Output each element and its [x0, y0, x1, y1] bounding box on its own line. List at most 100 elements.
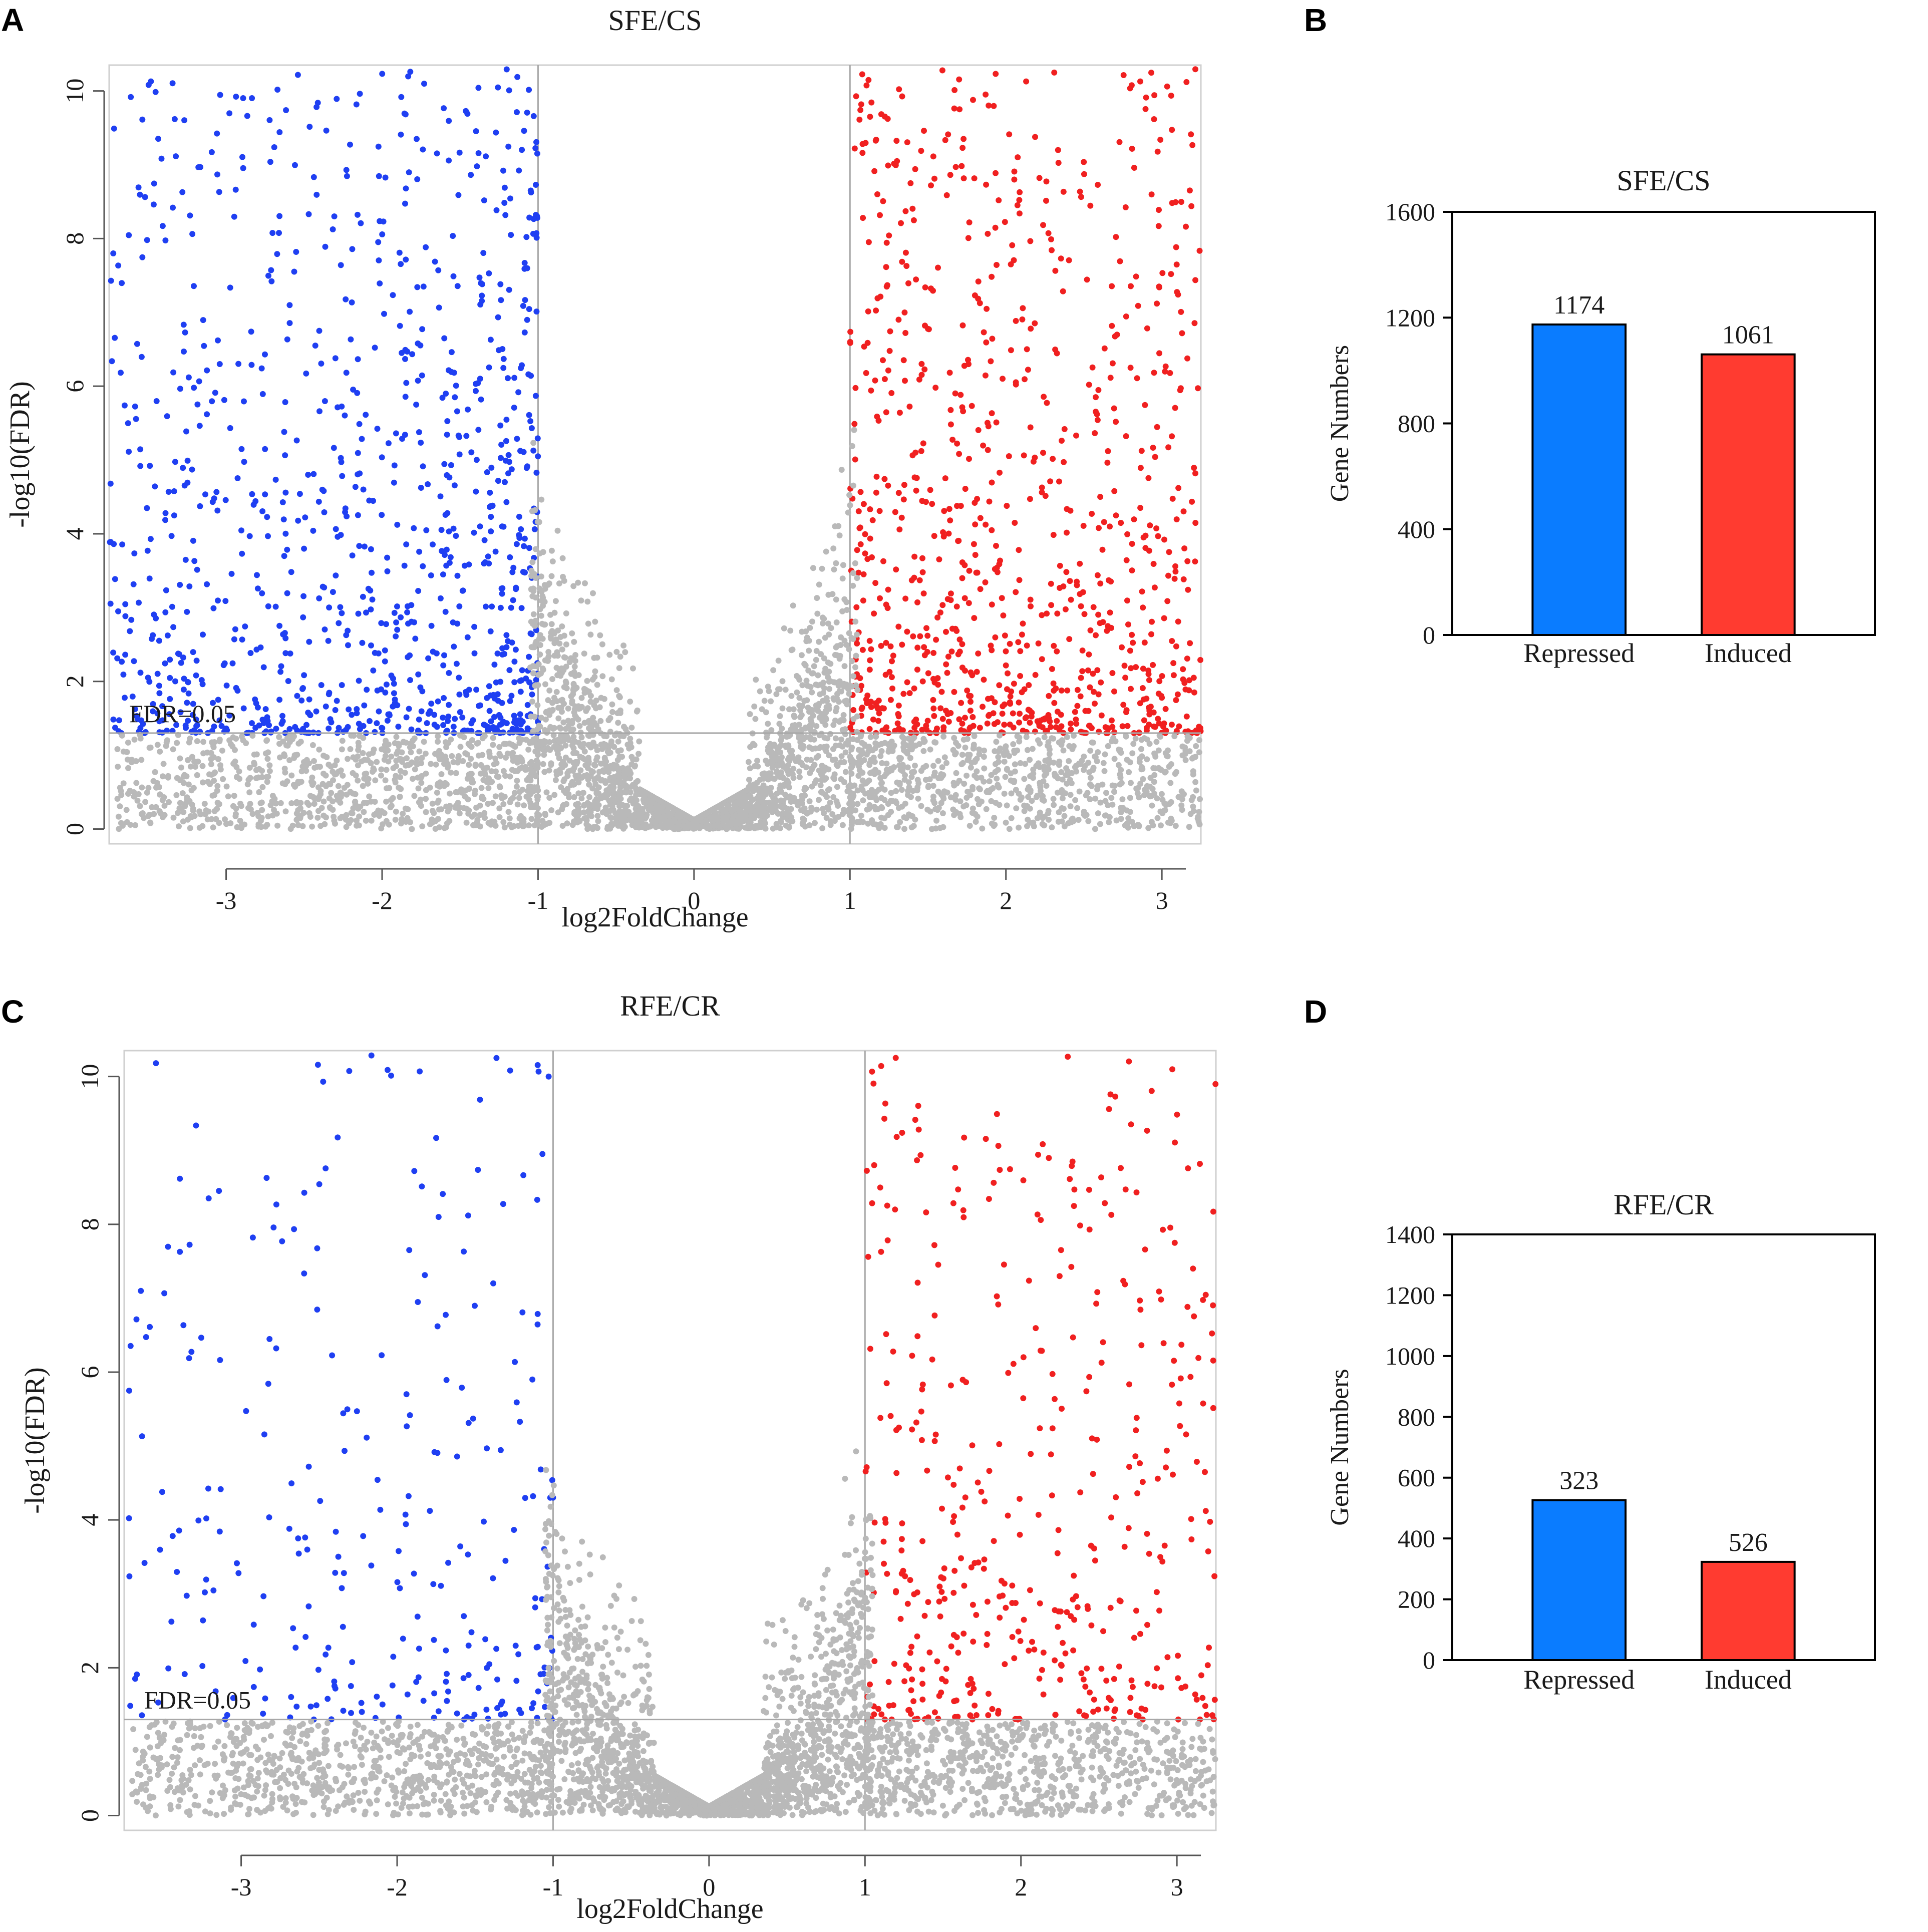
volcano-point — [560, 667, 567, 674]
volcano-point — [332, 707, 339, 713]
volcano-point — [983, 521, 989, 528]
volcano-point — [354, 710, 360, 717]
volcano-point — [617, 710, 623, 716]
volcano-point — [1196, 809, 1202, 815]
volcano-point — [1098, 679, 1104, 686]
volcano-point — [558, 784, 564, 790]
volcano-point — [499, 590, 505, 597]
volcano-point — [859, 787, 866, 793]
volcano-point — [199, 763, 206, 769]
volcano-point — [256, 766, 262, 772]
volcano-point — [1006, 453, 1012, 459]
volcano-point — [613, 687, 620, 694]
volcano-point — [516, 717, 522, 724]
volcano-point — [1025, 367, 1031, 373]
volcano-point — [1151, 92, 1158, 99]
volcano-point — [931, 533, 937, 539]
volcano-point — [184, 608, 190, 615]
volcano-point — [622, 726, 629, 732]
volcano-point — [438, 771, 445, 777]
volcano-point — [482, 559, 488, 565]
volcano-point — [773, 691, 780, 698]
volcano-point — [119, 280, 125, 286]
volcano-point — [468, 172, 474, 178]
volcano-point — [904, 139, 910, 146]
volcano-point — [305, 472, 311, 478]
volcano-point — [768, 698, 774, 705]
volcano-point — [947, 590, 954, 597]
volcano-point — [144, 547, 151, 554]
volcano-point — [359, 436, 365, 442]
volcano-point — [150, 632, 156, 638]
volcano-point — [246, 765, 253, 771]
volcano-point — [450, 273, 457, 279]
volcano-point — [877, 595, 883, 601]
volcano-point — [264, 756, 271, 762]
volcano-point — [1157, 734, 1163, 740]
volcano-point — [571, 809, 578, 815]
volcano-point — [388, 673, 395, 679]
volcano-point — [170, 624, 177, 630]
volcano-point — [383, 681, 390, 688]
volcano-point — [541, 752, 547, 758]
volcano-point — [344, 173, 350, 179]
volcano-point — [587, 631, 594, 638]
volcano-point — [1105, 623, 1111, 629]
volcano-point — [940, 533, 947, 540]
volcano-point — [410, 737, 416, 744]
volcano-point — [521, 535, 528, 542]
volcano-point — [186, 583, 193, 589]
volcano-point — [180, 809, 187, 815]
volcano-point — [305, 710, 311, 716]
volcano-point — [233, 94, 239, 100]
volcano-point — [320, 770, 327, 777]
volcano-point — [162, 510, 169, 516]
volcano-point — [185, 374, 192, 381]
volcano-point — [402, 805, 409, 812]
volcano-point — [421, 81, 427, 87]
volcano-point — [144, 505, 150, 511]
volcano-point — [379, 512, 385, 518]
volcano-point — [975, 278, 982, 285]
volcano-point — [370, 667, 377, 674]
volcano-point — [989, 336, 996, 342]
volcano-point — [925, 670, 931, 677]
volcano-point — [157, 791, 163, 798]
volcano-point — [919, 498, 925, 504]
volcano-point — [1086, 382, 1092, 388]
volcano-point — [251, 760, 257, 766]
volcano-point — [1060, 288, 1066, 294]
volcano-point — [1093, 632, 1099, 638]
volcano-point — [849, 443, 855, 449]
volcano-point — [775, 762, 782, 769]
volcano-point — [551, 792, 558, 798]
volcano-point — [255, 823, 262, 830]
volcano-point — [838, 736, 844, 743]
volcano-point — [494, 773, 500, 780]
volcano-point — [1019, 631, 1025, 638]
volcano-point — [802, 792, 808, 799]
volcano-point — [980, 442, 987, 449]
volcano-point — [330, 777, 336, 784]
volcano-point — [967, 708, 974, 714]
volcano-point — [494, 651, 501, 657]
volcano-point — [872, 580, 879, 586]
volcano-point — [982, 579, 989, 585]
volcano-point — [180, 773, 187, 780]
volcano-point — [1049, 247, 1055, 253]
volcano-point — [900, 740, 907, 746]
panel-letter-b: B — [1304, 2, 1327, 38]
volcano-point — [970, 97, 976, 103]
volcano-point — [538, 496, 545, 503]
volcano-point — [522, 297, 528, 303]
volcano-point — [381, 757, 388, 763]
volcano-point — [439, 395, 446, 401]
volcano-point — [962, 668, 968, 674]
volcano-point — [231, 636, 237, 642]
volcano-point — [417, 799, 423, 805]
volcano-point — [176, 823, 182, 830]
volcano-point — [500, 167, 506, 174]
volcano-point — [136, 599, 142, 606]
volcano-point — [383, 798, 390, 805]
volcano-point — [974, 775, 980, 781]
